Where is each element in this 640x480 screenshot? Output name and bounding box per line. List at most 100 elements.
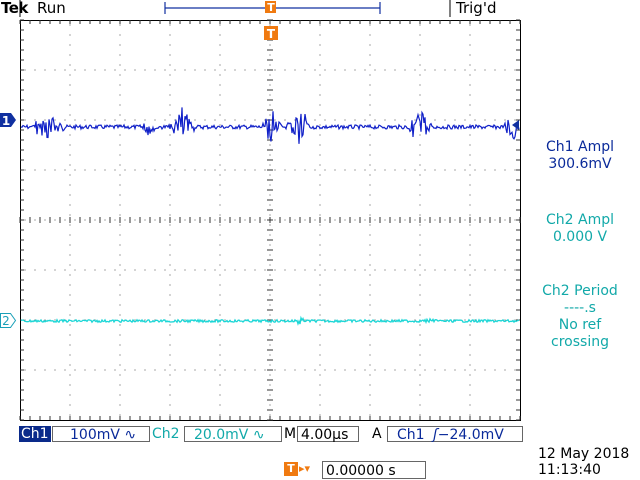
grid-dot (469, 314, 471, 316)
grid-dot (419, 74, 421, 76)
grid-dot (464, 319, 466, 321)
grid-dot (484, 219, 486, 221)
grid-dot (219, 24, 221, 26)
grid-dot (119, 414, 121, 416)
grid-dot (344, 269, 346, 271)
grid-dot (219, 254, 221, 256)
grid-dot (234, 219, 236, 221)
trigger-position-arrow-icon: ▸▾ (299, 462, 311, 475)
grid-dot (69, 174, 71, 176)
grid-dot (394, 319, 396, 321)
grid-dot (369, 384, 371, 386)
grid-dot (69, 104, 71, 106)
grid-dot (454, 369, 456, 371)
grid-dot (294, 169, 296, 171)
grid-dot (44, 269, 46, 271)
grid-dot (224, 369, 226, 371)
ch1-scale-box[interactable]: 100mV ∿ (52, 426, 150, 443)
grid-dot (69, 194, 71, 196)
grid-dot (444, 69, 446, 71)
grid-dot (219, 214, 221, 216)
grid-dot (474, 219, 476, 221)
grid-dot (119, 204, 121, 206)
grid-dot (304, 169, 306, 171)
grid-dot (169, 114, 171, 116)
grid-dot (69, 144, 71, 146)
grid-dot (419, 64, 421, 66)
grid-dot (294, 119, 296, 121)
grid-dot (94, 319, 96, 321)
grid-dot (269, 74, 271, 76)
trigger-marker-icon[interactable]: T (264, 26, 278, 41)
grid-dot (54, 119, 56, 121)
grid-dot (294, 219, 296, 221)
brand-logo: Tek (1, 0, 28, 17)
grid-dot (419, 244, 421, 246)
grid-dot (419, 164, 421, 166)
grid-dot (364, 269, 366, 271)
grid-dot (504, 269, 506, 271)
trigger-box[interactable]: Ch1 ʃ−24.0mV (387, 426, 523, 443)
grid-dot (269, 254, 271, 256)
grid-dot (369, 394, 371, 396)
grid-dot (214, 69, 216, 71)
grid-dot (369, 264, 371, 266)
grid-dot (474, 319, 476, 321)
grid-dot (169, 284, 171, 286)
grid-dot (469, 414, 471, 416)
grid-dot (169, 384, 171, 386)
grid-dot (419, 84, 421, 86)
grid-dot (244, 119, 246, 121)
grid-dot (169, 134, 171, 136)
grid-dot (269, 54, 271, 56)
grid-dot (514, 169, 516, 171)
grid-dot (434, 119, 436, 121)
ch2-coupling-icon: ∿ (252, 427, 265, 443)
trigger-position-box[interactable]: 0.00000 s (322, 461, 426, 479)
grid-dot (24, 169, 26, 171)
grid-dot (419, 344, 421, 346)
grid-dot (34, 169, 36, 171)
ch1-label[interactable]: Ch1 (19, 426, 51, 442)
grid-dot (144, 169, 146, 171)
grid-dot (69, 294, 71, 296)
ch2-scale-box[interactable]: 20.0mV ∿ (184, 426, 282, 443)
grid-dot (369, 154, 371, 156)
grid-dot (419, 364, 421, 366)
grid-dot (214, 119, 216, 121)
measurement-value: ----.s (564, 300, 596, 316)
grid-dot (344, 319, 346, 321)
grid-dot (319, 284, 321, 286)
ch2-ground-marker[interactable]: 2 (0, 313, 17, 329)
grid-dot (94, 369, 96, 371)
measurement-ch2-period[interactable]: Ch2 Period ----.s No ref crossing (524, 283, 636, 351)
grid-dot (69, 394, 71, 396)
grid-dot (219, 84, 221, 86)
grid-dot (334, 119, 336, 121)
measurement-ch1-ampl[interactable]: Ch1 Ampl 300.6mV (524, 139, 636, 173)
ch1-ground-marker[interactable]: 1 (0, 113, 16, 128)
trigger-mode[interactable]: A (372, 426, 382, 442)
grid-dot (254, 119, 256, 121)
grid-dot (54, 319, 56, 321)
grid-dot (319, 214, 321, 216)
grid-dot (319, 224, 321, 226)
grid-dot (374, 319, 376, 321)
grid-dot (369, 84, 371, 86)
grid-dot (54, 169, 56, 171)
grid-dot (219, 184, 221, 186)
grid-dot (474, 169, 476, 171)
grid-dot (419, 384, 421, 386)
grid-dot (234, 369, 236, 371)
grid-dot (69, 34, 71, 36)
grid-dot (404, 219, 406, 221)
grid-dot (224, 69, 226, 71)
timebase-box[interactable]: 4.00µs (297, 426, 359, 443)
measurement-ch2-ampl[interactable]: Ch2 Ampl 0.000 V (524, 212, 636, 246)
grid-dot (269, 304, 271, 306)
ch2-scale: 20.0mV (194, 427, 249, 443)
grid-dot (69, 224, 71, 226)
grid-dot (194, 119, 196, 121)
ch2-label[interactable]: Ch2 (152, 426, 180, 442)
grid-dot (369, 104, 371, 106)
